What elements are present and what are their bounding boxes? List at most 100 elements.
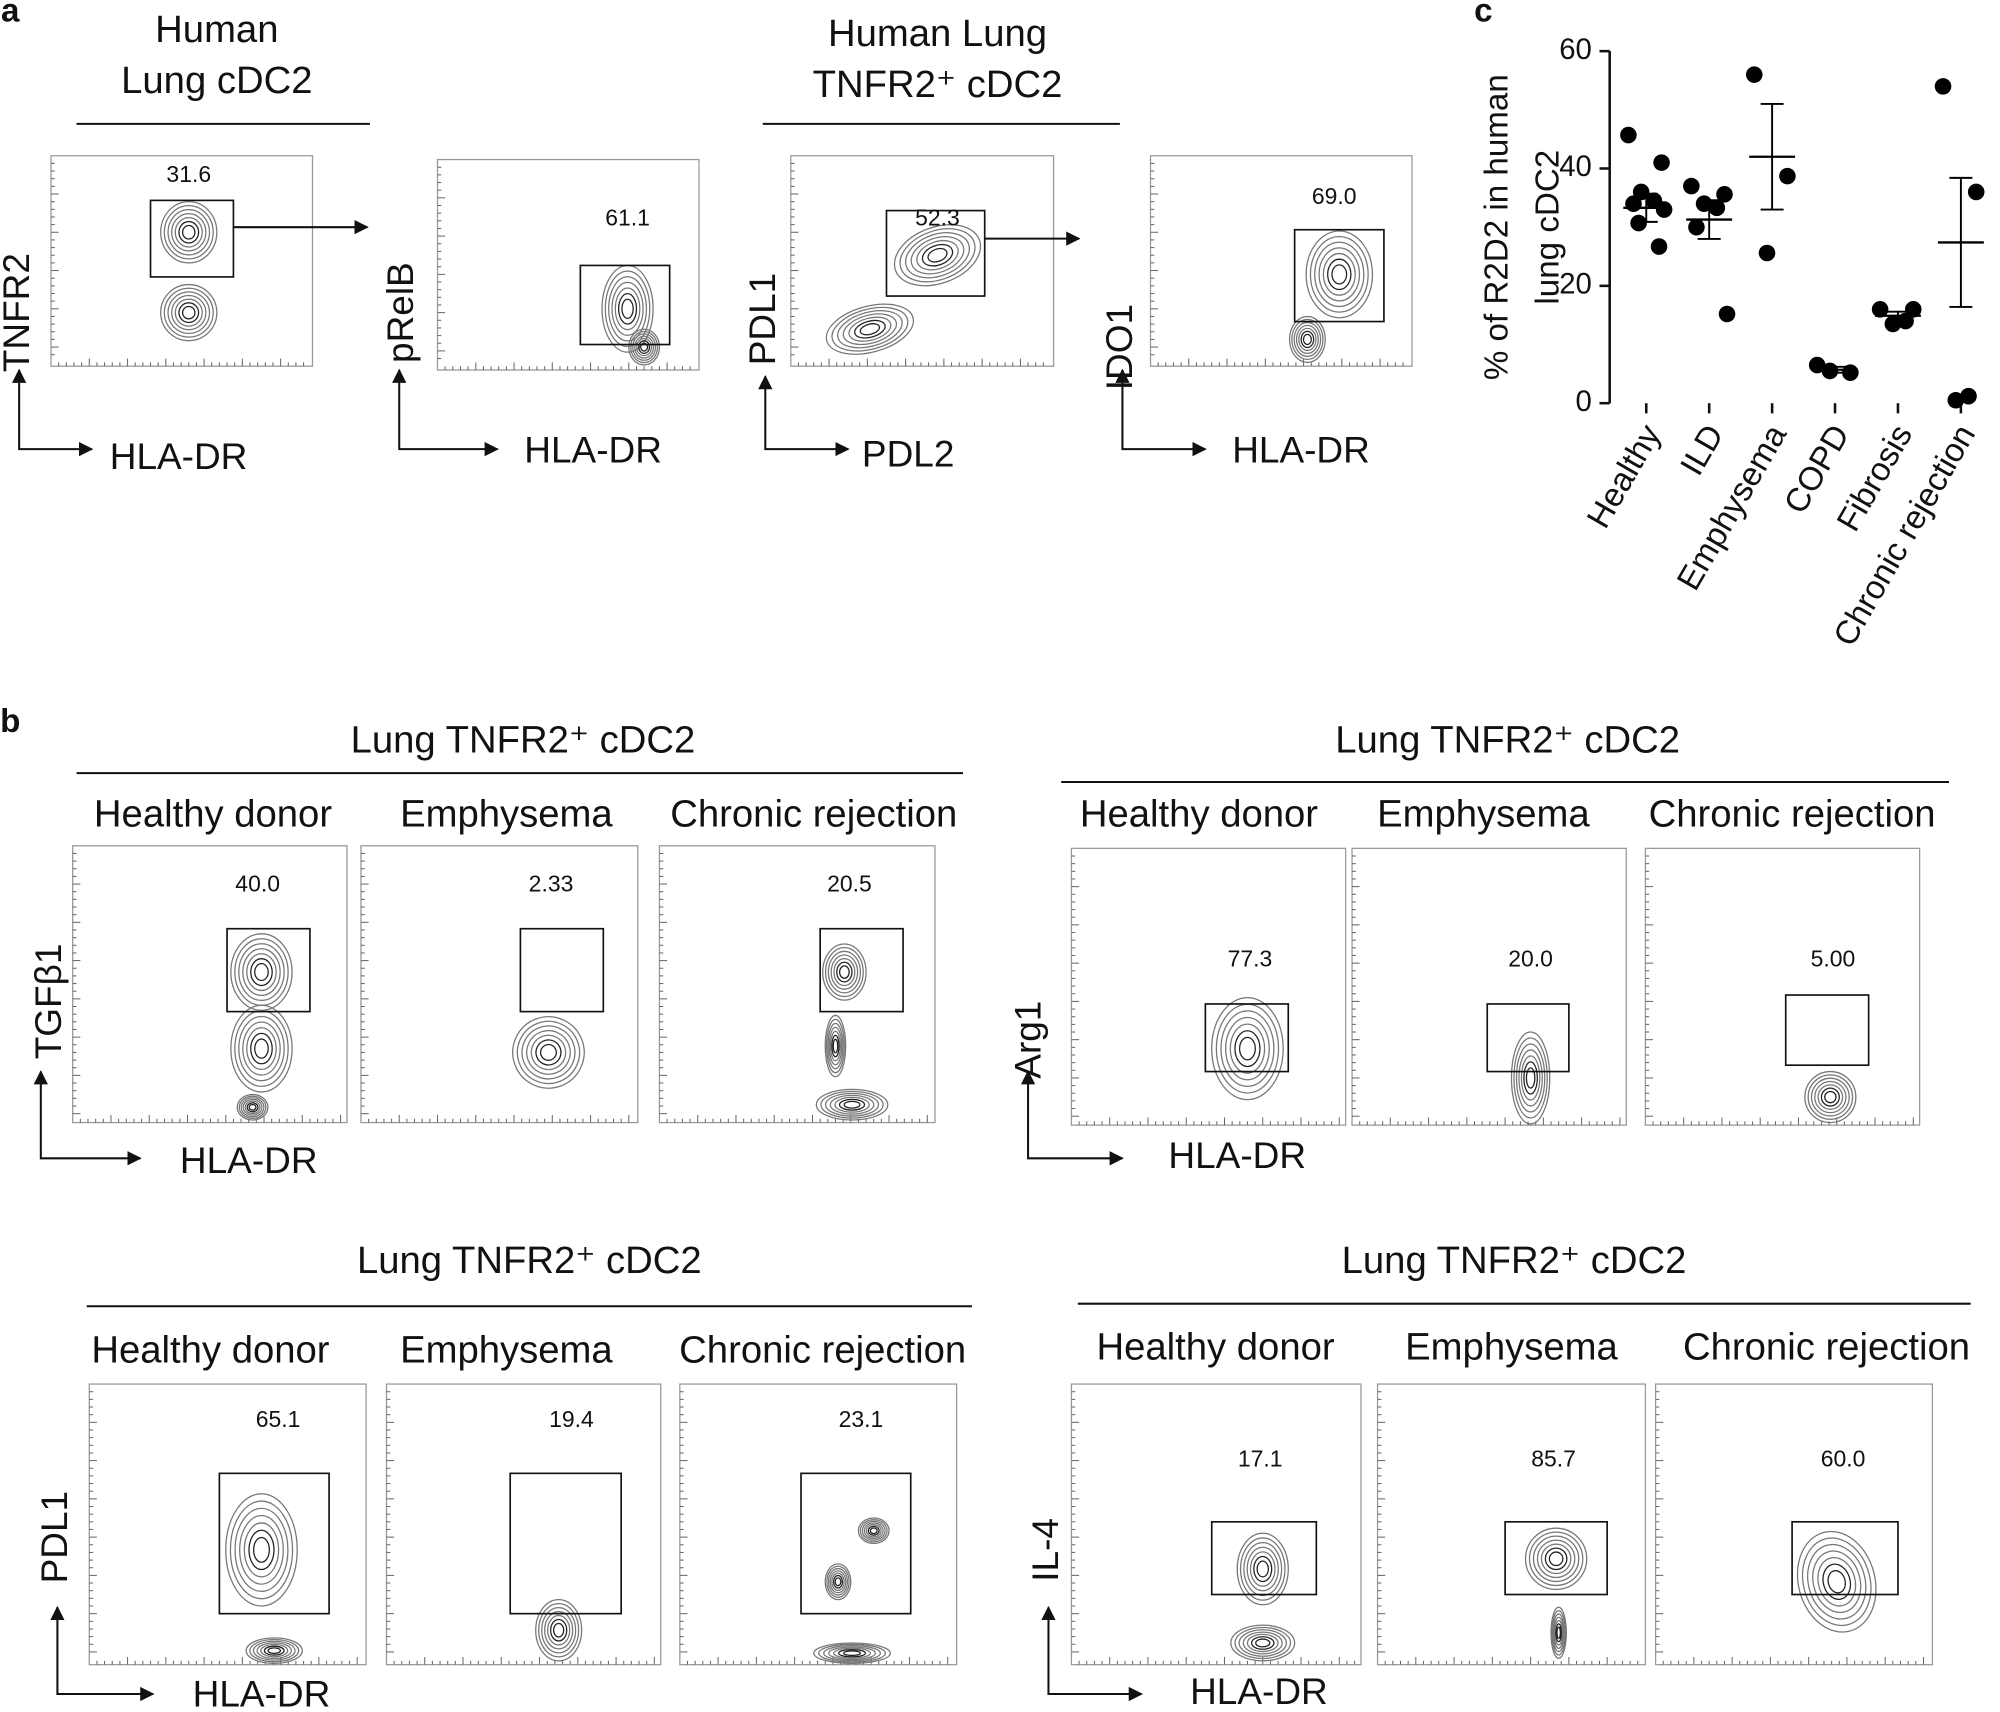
- plot-frame: [1376, 1383, 1647, 1666]
- data-point: [1779, 167, 1796, 185]
- contour: [1291, 318, 1324, 361]
- contour: [834, 1577, 842, 1587]
- contour: [1553, 1616, 1564, 1649]
- gate: [579, 264, 671, 346]
- contour: [848, 316, 892, 342]
- contour: [535, 1598, 583, 1662]
- text: 40: [1559, 150, 1592, 183]
- plot-frame: [790, 155, 1055, 367]
- axis-arrow: [33, 1070, 142, 1166]
- axis-label: TGFβ1: [28, 944, 69, 1060]
- contour: [160, 201, 218, 264]
- gate: [1293, 228, 1385, 323]
- plot-frame: [385, 1383, 662, 1666]
- contour: [826, 1565, 850, 1598]
- gate: [519, 927, 605, 1013]
- contour: [535, 1039, 562, 1066]
- contour: [238, 1095, 267, 1120]
- text: Chronic rejection: [1649, 793, 1936, 836]
- contour: [854, 319, 886, 339]
- text: Healthy donor: [91, 1328, 329, 1371]
- contour: [239, 1515, 284, 1585]
- gate: [1204, 1003, 1290, 1073]
- contour: [167, 291, 211, 335]
- contour: [512, 1016, 585, 1089]
- text: HLA-DR: [110, 436, 248, 477]
- contour: [160, 283, 218, 342]
- contour: [1548, 1551, 1564, 1567]
- text: 5.00: [1811, 946, 1856, 972]
- text: Healthy donor: [1096, 1326, 1334, 1369]
- plot-frame: [1149, 155, 1413, 367]
- contour: [1298, 327, 1317, 352]
- axis-label: pRelB: [380, 262, 421, 363]
- contour: [167, 208, 211, 256]
- contour: [539, 1043, 557, 1061]
- plot-frame: [1644, 847, 1921, 1126]
- text: Human: [155, 8, 278, 51]
- text: 61.1: [605, 205, 650, 231]
- contour: [827, 950, 862, 994]
- contour: [243, 1522, 280, 1578]
- contour: [242, 1098, 263, 1116]
- contour: [1327, 258, 1352, 291]
- contour: [1518, 1049, 1543, 1107]
- plot-frame: [1070, 847, 1347, 1126]
- axis-arrow: [392, 368, 499, 457]
- contour: [516, 1020, 581, 1085]
- text: HLA-DR: [180, 1140, 318, 1181]
- contour: [827, 1022, 844, 1070]
- contour: [825, 1018, 845, 1074]
- error-bar: [1823, 365, 1847, 374]
- axis-label: IL-4: [1025, 1518, 1066, 1582]
- contour: [236, 1093, 269, 1121]
- contour: [828, 1026, 843, 1066]
- contour: [824, 947, 864, 998]
- contour: [822, 943, 867, 1001]
- contour: [171, 294, 207, 331]
- contour: [230, 1004, 293, 1093]
- contour: [1801, 1537, 1872, 1627]
- contour: [1256, 1560, 1270, 1578]
- contour: [818, 1643, 886, 1663]
- contour: [832, 1038, 839, 1054]
- contour: [1827, 1570, 1847, 1594]
- contour: [843, 1100, 861, 1109]
- contour: [250, 958, 273, 987]
- contour: [1817, 1084, 1844, 1110]
- contour: [1246, 1633, 1279, 1653]
- contour: [550, 1618, 568, 1642]
- contour: [823, 1645, 881, 1662]
- contour: [1810, 1077, 1850, 1117]
- text: HLA-DR: [1232, 430, 1370, 471]
- contour: [815, 1088, 889, 1121]
- axis-arrow: [758, 374, 850, 457]
- contour: [833, 1647, 872, 1659]
- contour: [1550, 1606, 1567, 1659]
- contour: [1532, 1535, 1580, 1583]
- data-point: [1653, 154, 1670, 171]
- contour: [1513, 1037, 1548, 1119]
- text: 20.5: [827, 870, 872, 896]
- contour: [552, 1622, 565, 1638]
- contour: [1331, 264, 1348, 285]
- contour: [837, 310, 903, 349]
- contour: [246, 1027, 277, 1071]
- contour: [1817, 1556, 1857, 1607]
- contour: [1556, 1626, 1561, 1640]
- data-point: [1650, 238, 1668, 255]
- contour: [248, 1103, 257, 1111]
- contour: [824, 1092, 880, 1117]
- text: 77.3: [1228, 946, 1273, 972]
- contour: [636, 337, 653, 357]
- contour: [829, 1570, 847, 1594]
- contour: [921, 243, 954, 267]
- contour: [836, 961, 853, 983]
- text: Human Lung: [828, 12, 1047, 55]
- axis-arrow: [11, 368, 94, 457]
- contour: [544, 1610, 574, 1650]
- axis-arrow: [1041, 1605, 1144, 1702]
- plot-frame: [1070, 1383, 1362, 1666]
- contour: [831, 1034, 840, 1058]
- contour: [1295, 324, 1319, 355]
